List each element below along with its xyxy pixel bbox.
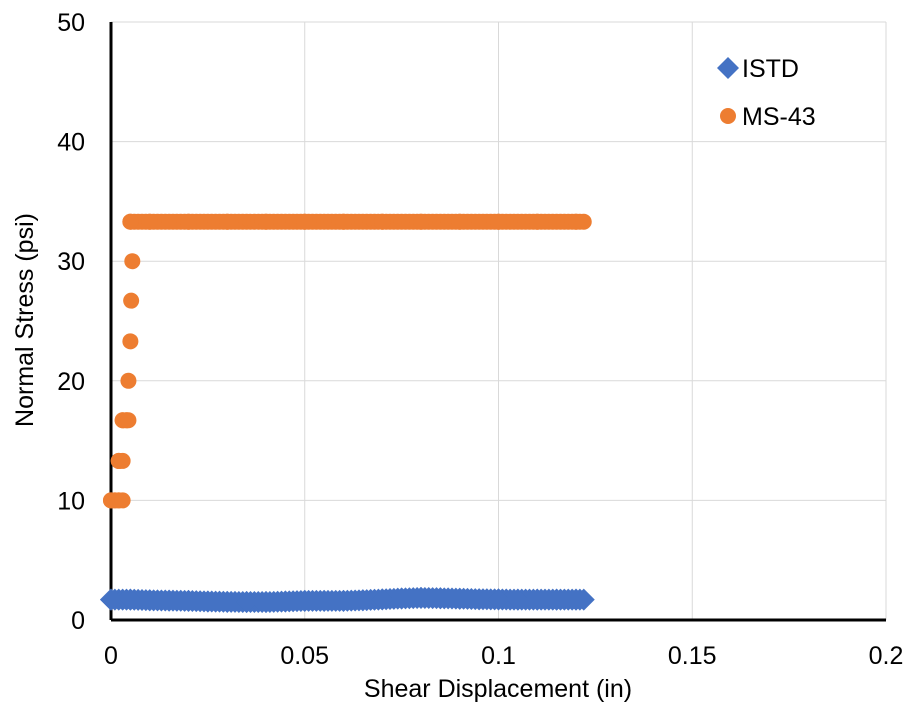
data-point (124, 253, 141, 270)
data-point (120, 412, 137, 429)
data-marks (100, 213, 595, 614)
data-point (332, 589, 355, 612)
x-tick-label: 0 (104, 642, 118, 670)
legend-marker (717, 57, 739, 79)
data-point (490, 213, 507, 230)
grid-lines (111, 21, 887, 620)
data-point (141, 213, 158, 230)
series-istd (100, 586, 595, 614)
data-point (274, 590, 297, 613)
data-point (119, 588, 142, 611)
y-tick-label: 20 (57, 368, 85, 396)
data-point (123, 292, 140, 309)
data-point (114, 452, 131, 469)
data-point (255, 591, 277, 614)
data-point (468, 588, 491, 611)
legend-marker (720, 108, 736, 124)
x-tick-label: 0.05 (280, 642, 329, 670)
data-point (313, 589, 336, 612)
data-point (410, 586, 432, 609)
data-point (114, 492, 131, 509)
y-tick-label: 30 (57, 248, 85, 276)
data-point (351, 589, 374, 612)
data-point (506, 588, 529, 611)
x-axis-title: Shear Displacement (in) (364, 675, 632, 703)
data-point (487, 588, 510, 611)
y-tick-label: 50 (57, 9, 85, 37)
data-point (138, 589, 161, 612)
data-point (122, 333, 139, 350)
series-ms-43 (103, 213, 592, 509)
data-point (235, 591, 258, 614)
y-tick-label: 0 (71, 607, 85, 635)
data-point (374, 213, 391, 230)
legend-label: ISTD (742, 55, 799, 83)
data-point (451, 213, 468, 230)
data-point (572, 588, 595, 611)
data-point (429, 587, 452, 610)
data-point (575, 213, 592, 230)
data-point (216, 590, 239, 613)
data-point (100, 588, 122, 611)
y-tick-label: 40 (57, 129, 85, 157)
data-point (158, 589, 181, 612)
data-point (120, 372, 137, 389)
data-point (335, 213, 352, 230)
x-tick-label: 0.2 (869, 642, 904, 670)
data-point (448, 587, 471, 610)
data-point (258, 213, 274, 230)
y-tick-label: 10 (57, 487, 85, 515)
data-point (196, 590, 219, 613)
data-point (371, 588, 394, 611)
data-point (529, 213, 546, 230)
data-point (177, 589, 200, 612)
legend: ISTD MS-43 (717, 55, 816, 131)
data-point (526, 588, 549, 611)
tick-labels: 0 0.05 0.1 0.15 0.2 0 10 20 30 40 50 (57, 9, 903, 670)
data-point (122, 213, 139, 230)
x-tick-label: 0.1 (481, 642, 516, 670)
data-point (293, 589, 316, 612)
data-point (390, 587, 413, 610)
data-point (180, 213, 197, 230)
data-point (413, 213, 429, 230)
x-tick-label: 0.15 (668, 642, 717, 670)
y-axis-title: Normal Stress (psi) (11, 213, 39, 427)
data-point (219, 213, 236, 230)
data-point (296, 213, 313, 230)
axes (109, 22, 886, 622)
legend-label: MS-43 (742, 103, 816, 131)
data-point (545, 588, 568, 611)
